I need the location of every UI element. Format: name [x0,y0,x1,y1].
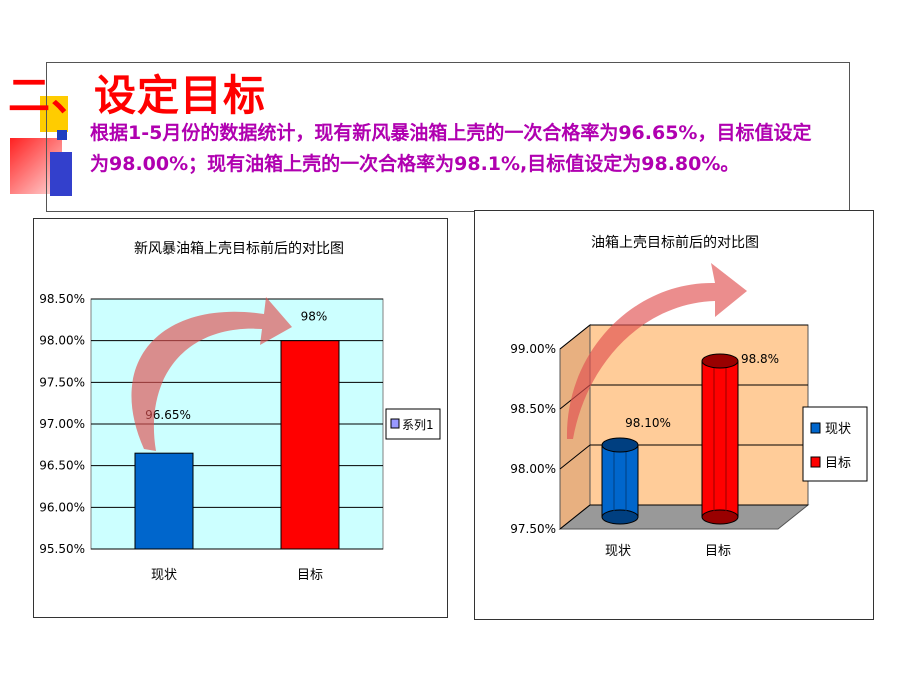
curved-arrow-decor [566,263,747,439]
bar [134,452,194,550]
y-tick-label: 98.50% [510,402,556,416]
data-label: 98.8% [741,352,779,366]
bar [701,360,739,518]
y-tick-label: 98.00% [510,462,556,476]
plot-floor [558,504,810,530]
chart-title: 油箱上壳目标前后的对比图 [591,234,759,251]
y-tick-label: 96.00% [39,500,85,514]
gridline-side [559,444,591,470]
gridline-side [559,504,591,530]
y-tick-label: 97.00% [39,417,85,431]
legend-label: 目标 [825,456,851,471]
bar-top [601,437,639,453]
x-tick-label: 目标 [705,544,731,559]
bar [280,340,340,550]
data-label: 98.10% [625,416,671,430]
x-tick-label: 现状 [605,544,631,559]
bar-base [701,509,739,525]
chart-title: 新风暴油箱上壳目标前后的对比图 [134,240,344,257]
y-tick-label: 96.50% [39,459,85,473]
y-tick-label: 98.00% [39,334,85,348]
slide-body-text: 根据1-5月份的数据统计，现有新风暴油箱上壳的一次合格率为96.65%，目标值设… [90,122,812,175]
y-tick-label: 97.50% [39,375,85,389]
bar [601,444,639,518]
legend-swatch [390,418,400,429]
y-tick-label: 99.00% [510,342,556,356]
decor-block-yellow [40,96,68,132]
chart-1: 新风暴油箱上壳目标前后的对比图 95.50% 96.00% 96.50% 97.00% 9… [39,240,441,583]
chart-2: 油箱上壳目标前后的对比图 97.50% 98.00% 98.50% 99.00% 98.1… [510,234,868,559]
chart-panel-2: 油箱上壳目标前后的对比图 97.50% 98.00% 98.50% 99.00% 98.1… [474,210,874,620]
y-tick-label: 98.50% [39,292,85,306]
slide-title: 二、设定目标 [8,71,267,120]
bar-top [701,353,739,369]
x-tick-label: 现状 [151,568,177,583]
bar-base [601,509,639,525]
legend-swatch [810,456,821,468]
chart-panel-1: 新风暴油箱上壳目标前后的对比图 95.50% 96.00% 96.50% 97.00% 9… [33,218,448,618]
curved-arrow-decor [131,297,292,451]
data-label: 98% [301,310,328,324]
legend-swatch [810,422,821,434]
y-tick-label: 95.50% [39,542,85,556]
data-label: 96.65% [145,408,191,422]
decor-block-blue [50,152,72,196]
gridline-side [559,324,591,350]
x-tick-label: 目标 [297,568,323,583]
bullet-icon [57,130,67,140]
legend-box [802,406,868,482]
legend-label: 现状 [825,422,851,437]
y-tick-label: 97.50% [510,522,556,536]
text-frame [46,62,850,212]
legend-label: 系列1 [402,418,434,432]
